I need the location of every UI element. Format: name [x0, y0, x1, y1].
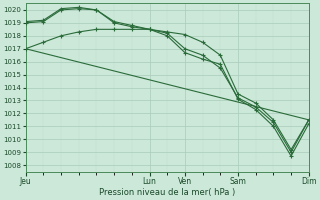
X-axis label: Pression niveau de la mer( hPa ): Pression niveau de la mer( hPa )	[99, 188, 235, 197]
